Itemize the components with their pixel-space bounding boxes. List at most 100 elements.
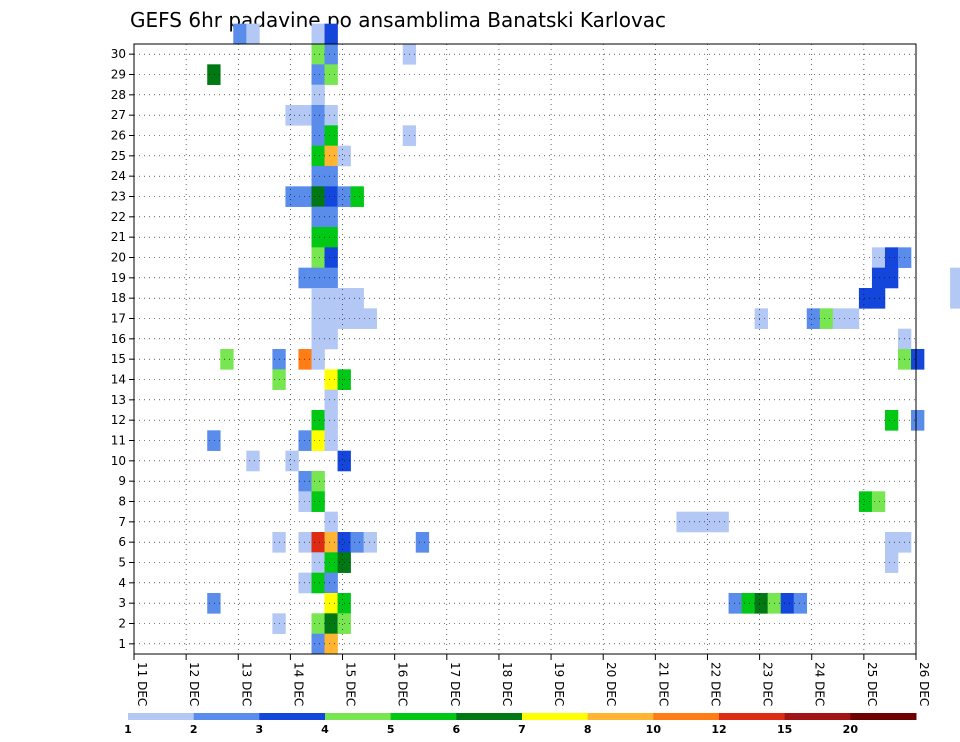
legend-swatch xyxy=(325,713,392,720)
legend-swatch xyxy=(522,713,589,720)
heatmap-cell xyxy=(806,308,821,329)
heatmap-cell xyxy=(715,511,729,533)
heatmap-cell xyxy=(324,369,338,390)
y-tick-label: 4 xyxy=(118,576,126,590)
heatmap-cell xyxy=(311,206,325,228)
heatmap-cell xyxy=(324,552,338,573)
legend-label: 5 xyxy=(387,723,395,736)
heatmap-cell xyxy=(311,64,325,85)
y-tick-label: 16 xyxy=(111,332,126,346)
heatmap-cell xyxy=(311,572,325,594)
x-tick-label: 16 DEC xyxy=(396,662,410,706)
legend-label: 4 xyxy=(321,723,329,736)
heatmap-cell xyxy=(311,328,325,350)
heatmap-cell xyxy=(754,308,768,329)
heatmap-cell xyxy=(324,308,338,329)
y-tick-label: 6 xyxy=(118,535,126,549)
y-tick-label: 26 xyxy=(111,129,126,143)
heatmap-cell xyxy=(324,105,338,126)
legend-label: 15 xyxy=(777,723,792,736)
y-tick-label: 2 xyxy=(118,617,126,631)
heatmap-cell xyxy=(324,511,338,533)
heatmap-cell xyxy=(324,23,338,45)
heatmap-cell xyxy=(884,410,899,431)
heatmap-cell xyxy=(676,511,690,533)
heatmap-cell xyxy=(324,288,338,309)
heatmap-cell xyxy=(298,267,312,289)
heatmap-cell xyxy=(207,593,221,614)
heatmap-cell xyxy=(311,491,325,512)
heatmap-cell xyxy=(324,633,338,655)
heatmap-cell xyxy=(246,450,260,472)
heatmap-cell xyxy=(285,186,299,207)
legend-swatch xyxy=(128,713,195,720)
heatmap-cell xyxy=(324,410,338,431)
heatmap-cell xyxy=(311,349,325,370)
heatmap-cell xyxy=(324,572,338,594)
heatmap-cell xyxy=(311,613,325,634)
heatmap-cell xyxy=(884,532,899,553)
heatmap-cell xyxy=(858,491,873,512)
heatmap-cell xyxy=(311,633,325,655)
legend-swatch xyxy=(850,713,917,720)
legend-label: 1 xyxy=(124,723,132,736)
heatmap-cell xyxy=(298,186,312,207)
y-tick-label: 15 xyxy=(111,352,126,366)
heatmap-cell xyxy=(950,267,960,289)
y-tick-label: 30 xyxy=(111,47,126,61)
x-tick-label: 13 DEC xyxy=(239,662,253,706)
heatmap-cell xyxy=(884,267,899,289)
heatmap-cell xyxy=(311,145,325,167)
heatmap-cell xyxy=(350,308,364,329)
heatmap-cell xyxy=(350,186,364,207)
heatmap-cell xyxy=(911,349,925,370)
y-tick-label: 22 xyxy=(111,210,126,224)
legend-label: 20 xyxy=(843,723,859,736)
x-tick-label: 11 DEC xyxy=(135,662,149,706)
heatmap-cell xyxy=(871,267,886,289)
legend-swatch xyxy=(653,713,720,720)
heatmap-cell xyxy=(324,44,338,65)
heatmap-cell xyxy=(911,410,925,431)
heatmap-cell xyxy=(363,532,377,553)
heatmap-cell xyxy=(324,125,338,146)
heatmap-cell xyxy=(298,532,312,553)
legend-label: 3 xyxy=(256,723,264,736)
heatmap-cell xyxy=(311,410,325,431)
y-tick-label: 1 xyxy=(118,637,126,651)
heatmap-cell xyxy=(311,44,325,65)
heatmap-cell xyxy=(871,288,886,309)
heatmap-cell xyxy=(311,125,325,146)
heatmap-cell xyxy=(689,511,703,533)
legend-label: 8 xyxy=(584,723,592,736)
y-tick-label: 13 xyxy=(111,393,126,407)
y-tick-label: 8 xyxy=(118,495,126,509)
heatmap-cell xyxy=(858,288,873,309)
heatmap-cell xyxy=(285,450,299,472)
heatmap-cell xyxy=(311,552,325,573)
x-tick-label: 23 DEC xyxy=(761,662,775,706)
heatmap-cell xyxy=(363,308,377,329)
heatmap-cell xyxy=(884,247,899,268)
heatmap-cell xyxy=(950,288,960,309)
heatmap-cell xyxy=(324,328,338,350)
heatmap-cell xyxy=(324,145,338,167)
y-tick-label: 5 xyxy=(118,556,126,570)
y-tick-label: 9 xyxy=(118,474,126,488)
legend-swatch xyxy=(784,713,851,720)
y-tick-label: 27 xyxy=(111,108,126,122)
grid xyxy=(134,44,916,654)
heatmap-cell xyxy=(311,186,325,207)
legend-label: 10 xyxy=(646,723,662,736)
x-tick-label: 25 DEC xyxy=(865,662,879,706)
heatmap-cell xyxy=(793,593,808,614)
heatmap-cell xyxy=(311,247,325,268)
heatmap-cell xyxy=(728,593,742,614)
x-tick-label: 12 DEC xyxy=(187,662,201,706)
heatmap-cell xyxy=(311,23,325,45)
heatmap-cell xyxy=(311,532,325,553)
legend-swatch xyxy=(456,713,523,720)
legend-label: 12 xyxy=(711,723,726,736)
heatmap-cell xyxy=(298,471,312,492)
